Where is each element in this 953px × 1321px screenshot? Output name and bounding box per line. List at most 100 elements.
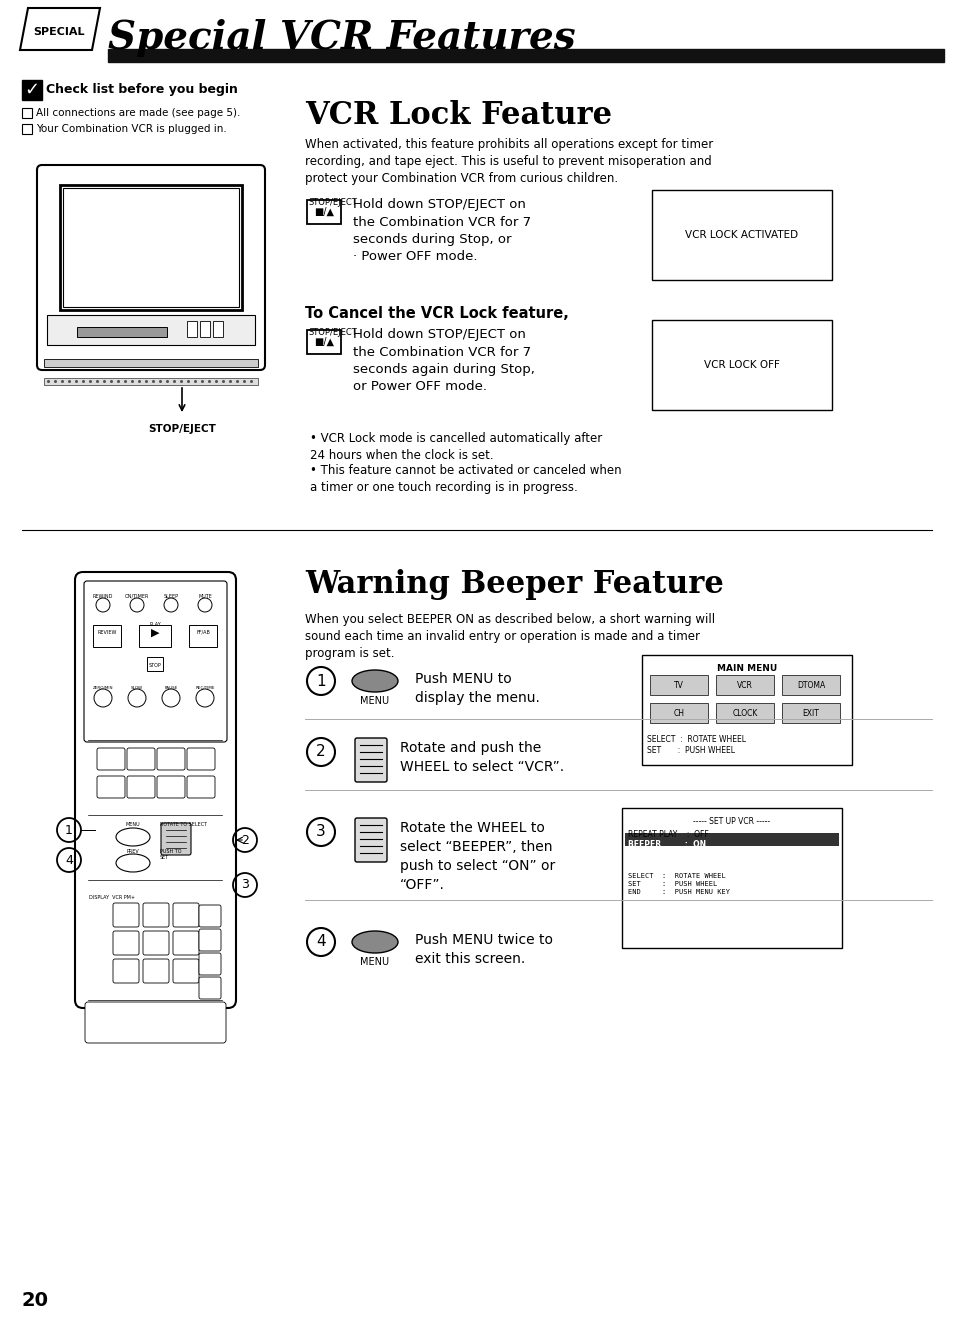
Bar [108,49,943,62]
FancyBboxPatch shape [187,775,214,798]
Bar [649,703,707,723]
FancyBboxPatch shape [112,959,139,983]
Text: VCR: VCR [737,680,752,690]
Text: Warning Beeper Feature: Warning Beeper Feature [305,569,723,601]
Bar [22,124,32,133]
Text: SPECIAL: SPECIAL [33,26,85,37]
Bar [213,321,223,337]
Bar [147,657,163,671]
Text: 1: 1 [315,674,326,688]
Bar [781,703,840,723]
FancyBboxPatch shape [199,952,221,975]
Bar [651,320,831,410]
Text: MENU: MENU [360,956,389,967]
Text: STOP: STOP [149,663,161,668]
FancyBboxPatch shape [172,959,199,983]
Text: Your Combination VCR is plugged in.: Your Combination VCR is plugged in. [36,124,227,133]
FancyBboxPatch shape [199,905,221,927]
Text: 4: 4 [315,934,326,950]
Bar [189,625,216,647]
Circle shape [94,690,112,707]
Text: REC/TIME: REC/TIME [195,686,214,690]
FancyBboxPatch shape [157,775,185,798]
Circle shape [195,690,213,707]
Text: PLAY: PLAY [149,622,161,627]
Bar [307,330,340,354]
Text: SLOW: SLOW [131,686,143,690]
Text: Hold down STOP/EJECT on
the Combination VCR for 7
seconds again during Stop,
or : Hold down STOP/EJECT on the Combination … [353,328,535,394]
Text: • This feature cannot be activated or canceled when
a timer or one touch recordi: • This feature cannot be activated or ca… [310,464,621,494]
Text: FF/AB: FF/AB [196,630,210,635]
Circle shape [96,598,110,612]
Text: STOP/EJECT: STOP/EJECT [309,328,357,337]
Text: BEEPER         :  ON: BEEPER : ON [627,840,705,849]
Text: 3: 3 [241,878,249,892]
Text: 20: 20 [22,1291,49,1309]
Text: 2: 2 [241,834,249,847]
Text: VCR LOCK OFF: VCR LOCK OFF [703,361,780,370]
Ellipse shape [352,670,397,692]
Text: When you select BEEPER ON as described below, a short warning will
sound each ti: When you select BEEPER ON as described b… [305,613,715,660]
FancyBboxPatch shape [143,904,169,927]
FancyBboxPatch shape [172,904,199,927]
FancyBboxPatch shape [112,931,139,955]
FancyBboxPatch shape [127,748,154,770]
FancyBboxPatch shape [199,978,221,999]
Bar [22,81,42,100]
FancyBboxPatch shape [37,165,265,370]
Text: VCR LOCK ACTIVATED: VCR LOCK ACTIVATED [684,230,798,240]
Text: TV: TV [674,680,683,690]
Text: MUTE: MUTE [198,594,212,598]
Text: SELECT  :  ROTATE WHEEL
SET     :  PUSH WHEEL
END     :  PUSH MENU KEY: SELECT : ROTATE WHEEL SET : PUSH WHEEL E… [627,873,729,896]
Text: ✓: ✓ [25,81,39,99]
Text: SLEEP: SLEEP [163,594,178,598]
FancyBboxPatch shape [355,738,387,782]
Bar [63,188,239,306]
Bar [716,675,773,695]
FancyBboxPatch shape [143,959,169,983]
Text: PUSH TO
SET: PUSH TO SET [160,849,181,860]
Bar [307,199,340,225]
Text: SELECT  :  ROTATE WHEEL
SET       :  PUSH WHEEL: SELECT : ROTATE WHEEL SET : PUSH WHEEL [646,734,745,756]
Bar [44,378,257,384]
Text: When activated, this feature prohibits all operations except for timer
recording: When activated, this feature prohibits a… [305,137,713,185]
Text: DISPLAY  VCR PM+: DISPLAY VCR PM+ [89,896,135,900]
Bar [92,625,121,647]
Text: ▶: ▶ [151,627,159,638]
Bar [641,655,851,765]
FancyBboxPatch shape [355,818,387,863]
Bar [200,321,210,337]
Bar [139,625,171,647]
Text: MAIN MENU: MAIN MENU [716,664,777,672]
Text: VCR Lock Feature: VCR Lock Feature [305,100,612,131]
Bar [22,108,32,118]
Text: ■/▲: ■/▲ [314,207,334,217]
Circle shape [130,598,144,612]
Bar [651,190,831,280]
FancyBboxPatch shape [187,748,214,770]
Bar [649,675,707,695]
Text: PAUSE: PAUSE [164,686,177,690]
Text: Check list before you begin: Check list before you begin [46,83,237,96]
FancyBboxPatch shape [143,931,169,955]
Bar [44,359,257,367]
Text: All connections are made (see page 5).: All connections are made (see page 5). [36,108,240,118]
Circle shape [128,690,146,707]
Text: STOP/EJECT: STOP/EJECT [148,424,215,435]
Text: 2: 2 [315,745,326,760]
Bar [624,834,838,845]
Text: CH: CH [673,708,684,717]
Text: • VCR Lock mode is cancelled automatically after
24 hours when the clock is set.: • VCR Lock mode is cancelled automatical… [310,432,601,462]
FancyBboxPatch shape [161,823,191,855]
FancyBboxPatch shape [75,572,235,1008]
Bar [781,675,840,695]
FancyBboxPatch shape [172,931,199,955]
Text: REPEAT PLAY    :  OFF: REPEAT PLAY : OFF [627,830,708,839]
Text: MENU: MENU [360,696,389,705]
Text: ZERO/MIN: ZERO/MIN [92,686,113,690]
Text: ■/▲: ■/▲ [314,337,334,347]
FancyBboxPatch shape [97,775,125,798]
Text: Push MENU twice to
exit this screen.: Push MENU twice to exit this screen. [415,933,553,966]
Text: 4: 4 [65,853,72,867]
Text: CLOCK: CLOCK [732,708,757,717]
